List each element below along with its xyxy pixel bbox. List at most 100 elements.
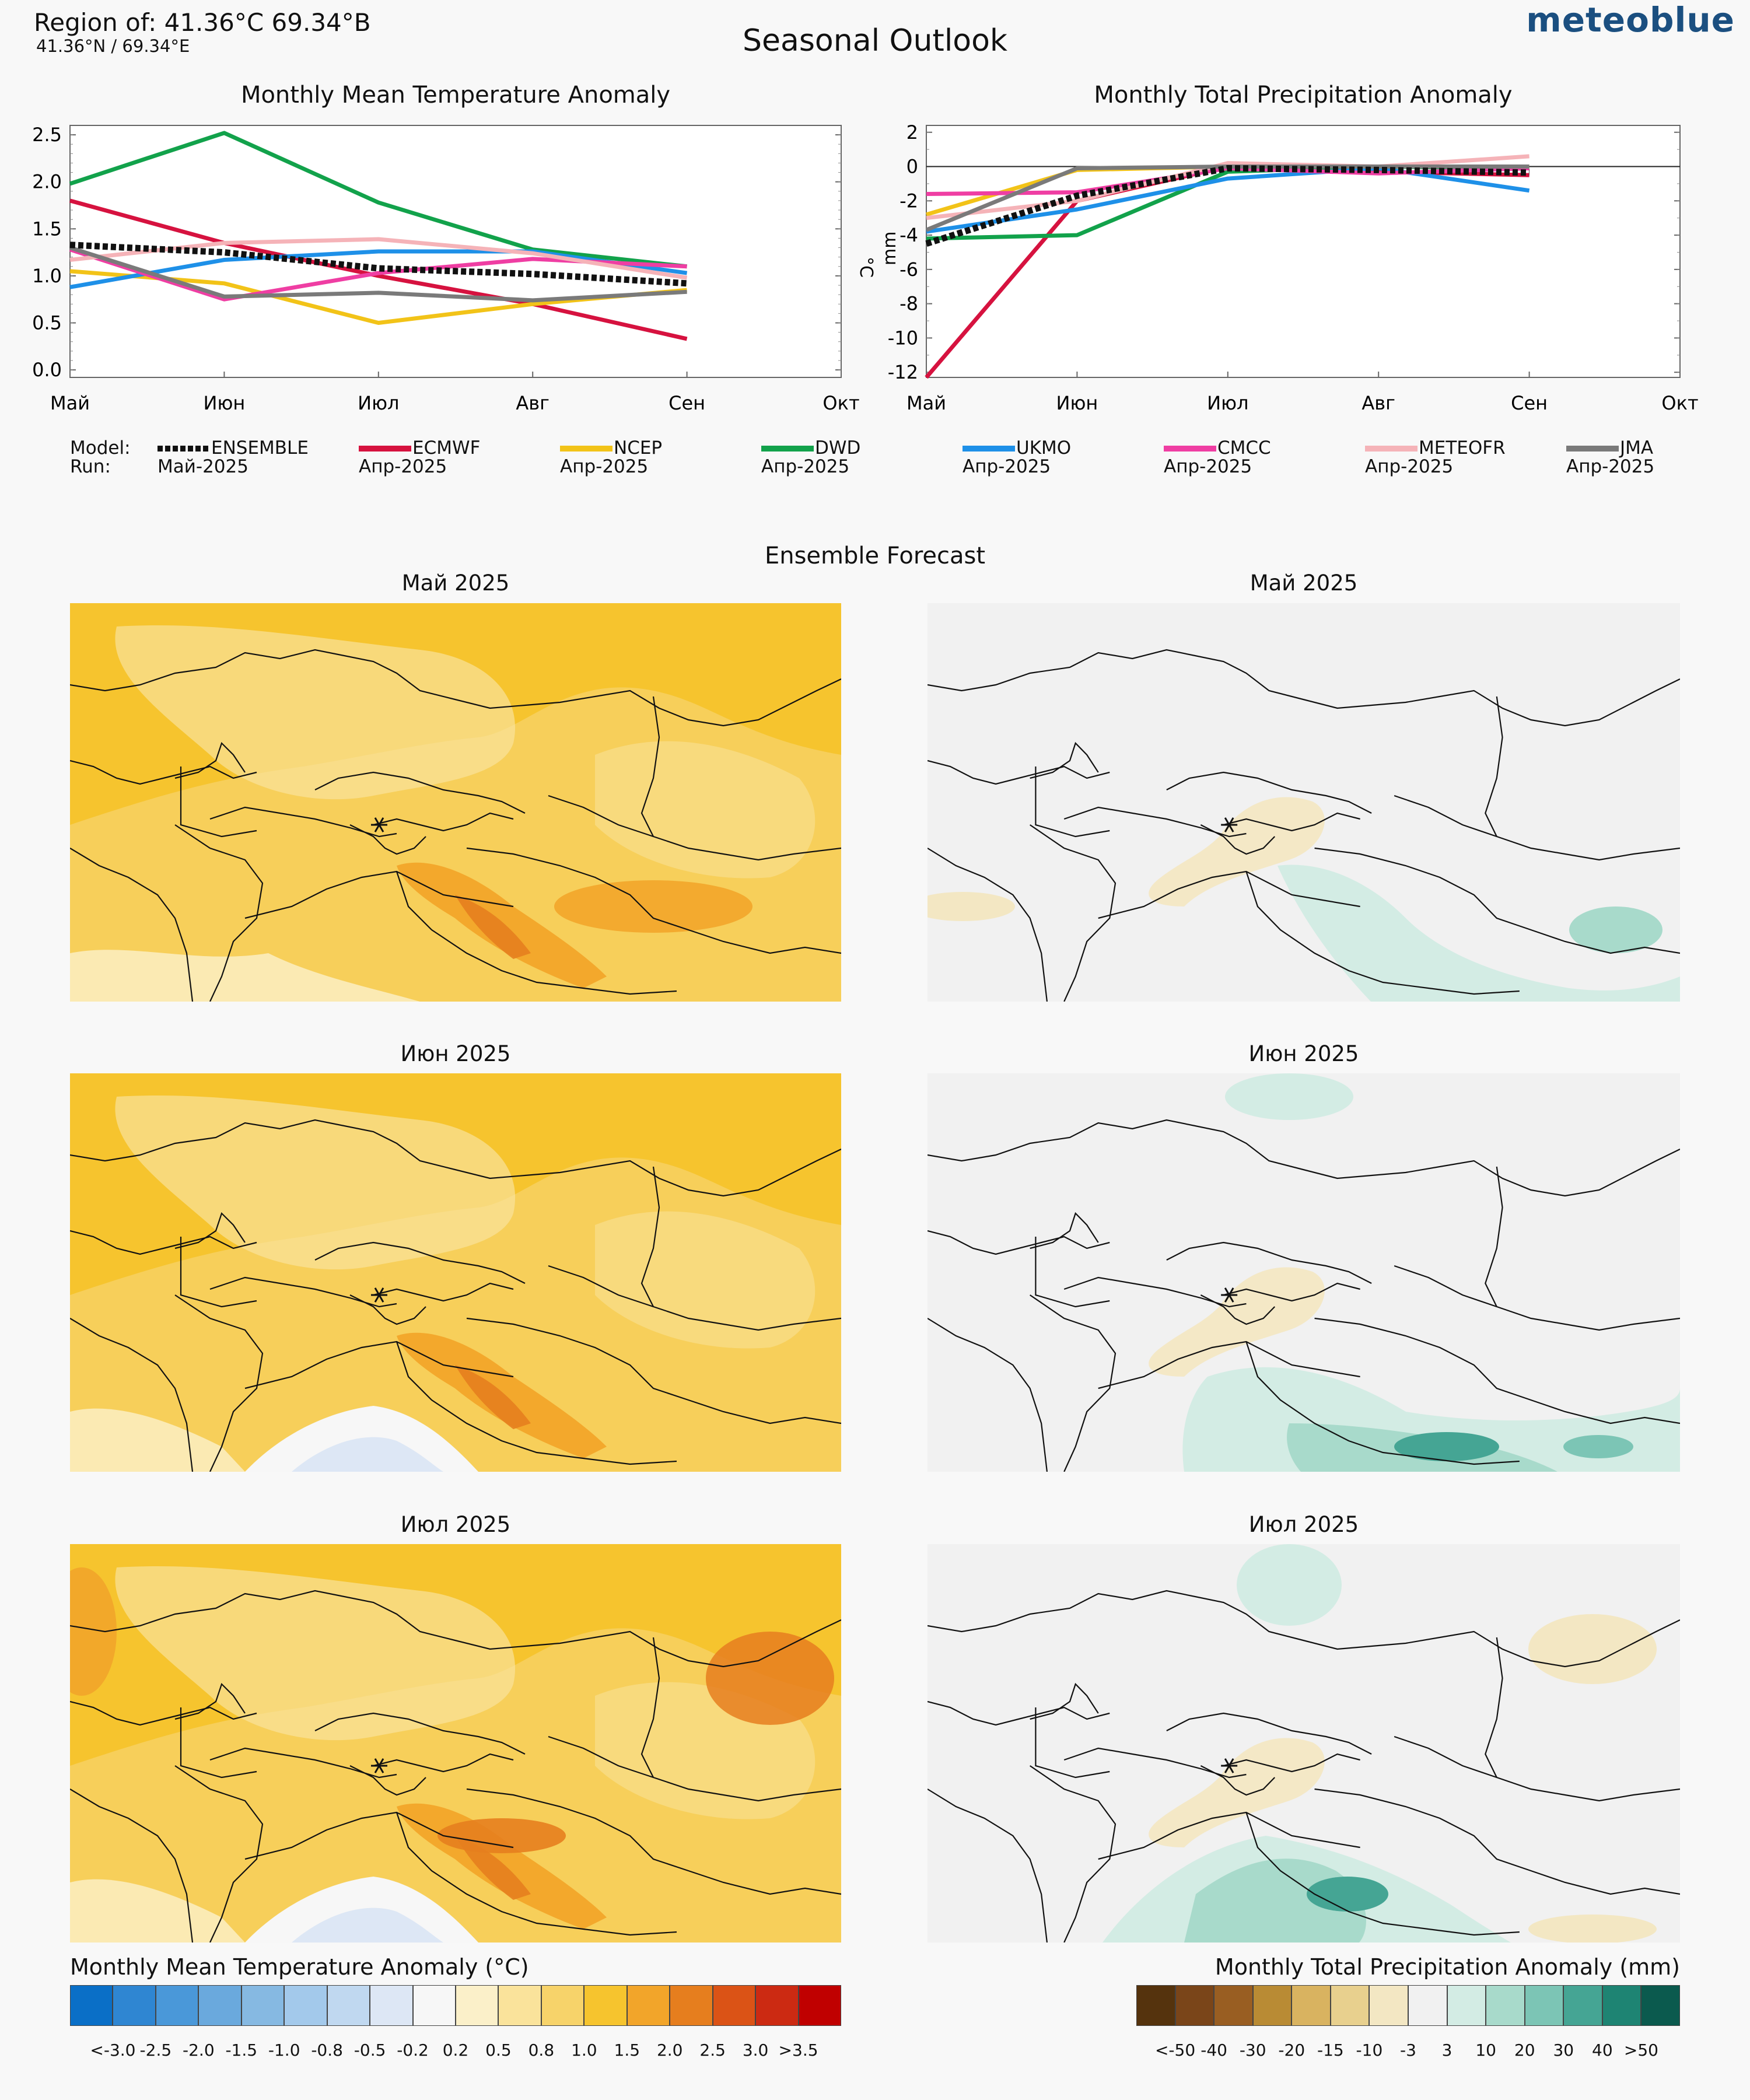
country-border (1314, 1317, 1680, 1424)
series-line-ukmo (69, 249, 688, 289)
country-border (1394, 1735, 1680, 1802)
anomaly-region (70, 950, 420, 1002)
ytick-label: 0 (907, 156, 918, 178)
country-border (640, 696, 660, 837)
legend-run-date: Апр-2025 (359, 456, 447, 477)
precipitation-map-may[interactable] (928, 603, 1680, 1002)
country-border (928, 848, 1048, 1002)
legend-model-name: NCEP (614, 438, 663, 459)
colorbar-swatch (1447, 1985, 1486, 2026)
anomaly-region (928, 892, 1015, 921)
precipitation-map-jul[interactable] (928, 1544, 1680, 1943)
precipitation-map-jun[interactable] (928, 1073, 1680, 1472)
location-marker-icon (1221, 1287, 1238, 1303)
ytick-label: 2.5 (32, 124, 62, 146)
country-border (70, 649, 841, 727)
legend-swatch (158, 446, 210, 452)
xtick-label: Окт (1661, 392, 1698, 414)
ytick-label: 0.5 (32, 312, 62, 334)
colorbar-tick-label: 30 (1553, 2041, 1574, 2060)
temperature-axis-unit: °C (856, 257, 876, 278)
xtick-label: Сен (668, 392, 705, 414)
country-border (174, 741, 246, 779)
colorbar-tick-label: -15 (1317, 2041, 1344, 2060)
colorbar-swatch (1292, 1985, 1331, 2026)
ytick-label: -8 (900, 293, 918, 315)
xtick-label: Авг (516, 392, 550, 414)
country-border (1485, 696, 1503, 837)
colorbar-swatch (670, 1985, 713, 2026)
country-border (466, 1317, 841, 1424)
anomaly-region (554, 880, 752, 933)
colorbar-tick-label: 2.0 (656, 2041, 683, 2060)
colorbar-swatch (155, 1985, 199, 2026)
legend-run-date: Апр-2025 (1164, 456, 1252, 477)
legend-run-date: Апр-2025 (560, 456, 649, 477)
colorbar-swatch (241, 1985, 285, 2026)
colorbar-tick-label: <-50 (1154, 2041, 1196, 2060)
xtick-label: Июл (358, 392, 399, 414)
temperature-chart-title: Monthly Mean Temperature Anomaly (240, 82, 671, 108)
ytick-label: -2 (900, 190, 918, 212)
location-marker-icon (371, 1287, 387, 1303)
legend-run-date: Май-2025 (158, 456, 249, 477)
country-border (1245, 1341, 1520, 1465)
country-border (70, 848, 194, 1002)
page-title: Seasonal Outlook (742, 23, 1008, 58)
country-border (928, 760, 1110, 785)
temperature-map-jun[interactable] (70, 1073, 841, 1472)
country-border (928, 1590, 1680, 1668)
colorbar-tick-label: 40 (1592, 2041, 1613, 2060)
country-border (373, 812, 514, 832)
country-border (640, 1637, 660, 1778)
colorbar-tick-label: -30 (1239, 2041, 1266, 2060)
anomaly-region (1149, 797, 1325, 907)
country-border (1223, 1753, 1360, 1773)
region-title: Region of: 41.36°C 69.34°B (34, 8, 371, 37)
country-border (1030, 741, 1099, 779)
country-border (349, 1765, 426, 1796)
colorbar-tick-label: 1.5 (614, 2041, 640, 2060)
map-title-temp-may: Май 2025 (401, 570, 510, 596)
country-border (180, 1707, 257, 1779)
map-title-precip-may: Май 2025 (1250, 570, 1358, 596)
series-line-ensemble (925, 164, 1530, 247)
series-line-ensemble (69, 242, 687, 287)
legend-model-name: UKMO (1016, 438, 1072, 459)
ytick-label: -6 (900, 258, 918, 281)
colorbar-tick-label: 3.0 (742, 2041, 769, 2060)
legend-run-date: Апр-2025 (1365, 456, 1454, 477)
legend-model-name: JMA (1620, 438, 1654, 459)
line-charts: 0.0 0.5 1.0 1.5 2.0 2.5 Май Июн Июл Авг Сен Окт -12 -… (32, 121, 1698, 414)
temperature-map-jul[interactable] (70, 1544, 841, 1943)
country-border (1200, 1765, 1276, 1796)
xtick-label: Сен (1511, 392, 1548, 414)
colorbar-swatch (70, 1985, 113, 2026)
legend-model-name: DWD (815, 438, 861, 459)
country-border (928, 1119, 1680, 1197)
anomaly-region (1278, 864, 1680, 1002)
location-marker-icon (1221, 1758, 1238, 1773)
colorbar-swatch (584, 1985, 627, 2026)
anomaly-region (115, 625, 516, 800)
xtick-label: Май (50, 392, 90, 414)
country-border (349, 1294, 426, 1325)
anomaly-region (70, 1408, 245, 1472)
country-border (70, 1788, 194, 1943)
location-marker-icon (1221, 817, 1238, 832)
anomaly-region (455, 895, 531, 959)
country-border (1030, 1765, 1116, 1943)
country-border (180, 766, 257, 838)
anomaly-region (1225, 1073, 1353, 1120)
country-border (1063, 806, 1247, 838)
colorbar-swatch (1214, 1985, 1253, 2026)
temperature-colorbar-title: Monthly Mean Temperature Anomaly (°C) (70, 1954, 529, 1980)
brand-logo[interactable]: meteoblue (1526, 0, 1735, 40)
country-border (174, 1765, 264, 1943)
colorbar-swatch (626, 1985, 670, 2026)
temperature-map-may[interactable] (70, 603, 841, 1002)
colorbar-swatch (412, 1985, 456, 2026)
country-border (640, 1166, 660, 1307)
ytick-label: -12 (888, 361, 918, 383)
colorbar-swatch (541, 1985, 584, 2026)
